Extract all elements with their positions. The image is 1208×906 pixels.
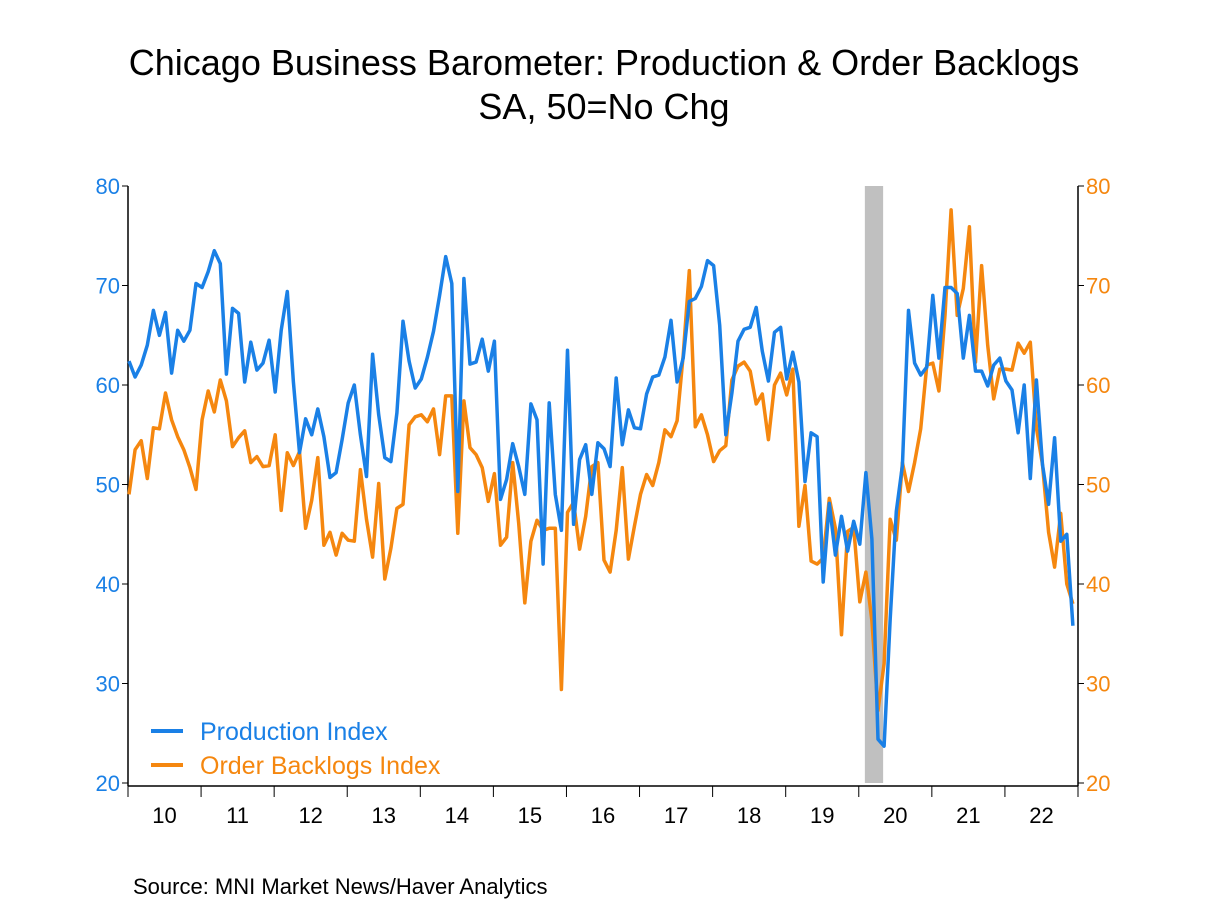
series-line-production-index xyxy=(127,248,1075,748)
x-tick-label: 21 xyxy=(956,803,980,828)
x-tick-label: 22 xyxy=(1029,803,1053,828)
right-y-tick-label: 70 xyxy=(1086,274,1110,299)
left-y-tick-label: 70 xyxy=(96,274,120,299)
x-tick-label: 14 xyxy=(445,803,469,828)
right-y-tick-label: 80 xyxy=(1086,174,1110,199)
x-tick-label: 12 xyxy=(298,803,322,828)
x-tick-label: 11 xyxy=(226,803,249,828)
right-y-tick-label: 30 xyxy=(1086,672,1110,697)
legend-label: Production Index xyxy=(200,718,388,746)
x-tick-label: 19 xyxy=(810,803,834,828)
left-y-tick-label: 30 xyxy=(96,672,120,697)
x-tick-label: 15 xyxy=(518,803,542,828)
left-y-tick-label: 20 xyxy=(96,771,120,796)
left-y-tick-label: 40 xyxy=(96,572,120,597)
right-y-tick-label: 40 xyxy=(1086,572,1110,597)
series-line-order-backlogs-index xyxy=(127,208,1075,713)
x-tick-label: 17 xyxy=(664,803,688,828)
left-y-tick-label: 80 xyxy=(96,174,120,199)
right-y-tick-label: 20 xyxy=(1086,771,1110,796)
left-y-tick-label: 60 xyxy=(96,373,120,398)
chart-subtitle: SA, 50=No Chg xyxy=(478,86,730,127)
x-tick-label: 10 xyxy=(152,803,176,828)
left-y-tick-label: 50 xyxy=(96,473,120,498)
chart-title: Chicago Business Barometer: Production &… xyxy=(128,42,1080,83)
x-tick-label: 13 xyxy=(372,803,396,828)
source-note: Source: MNI Market News/Haver Analytics xyxy=(133,874,548,899)
x-tick-label: 16 xyxy=(591,803,615,828)
recession-shading xyxy=(864,186,884,783)
right-y-tick-label: 60 xyxy=(1086,373,1110,398)
x-tick-label: 20 xyxy=(883,803,907,828)
right-y-tick-label: 50 xyxy=(1086,473,1110,498)
legend-label: Order Backlogs Index xyxy=(200,752,441,780)
x-tick-label: 18 xyxy=(737,803,761,828)
